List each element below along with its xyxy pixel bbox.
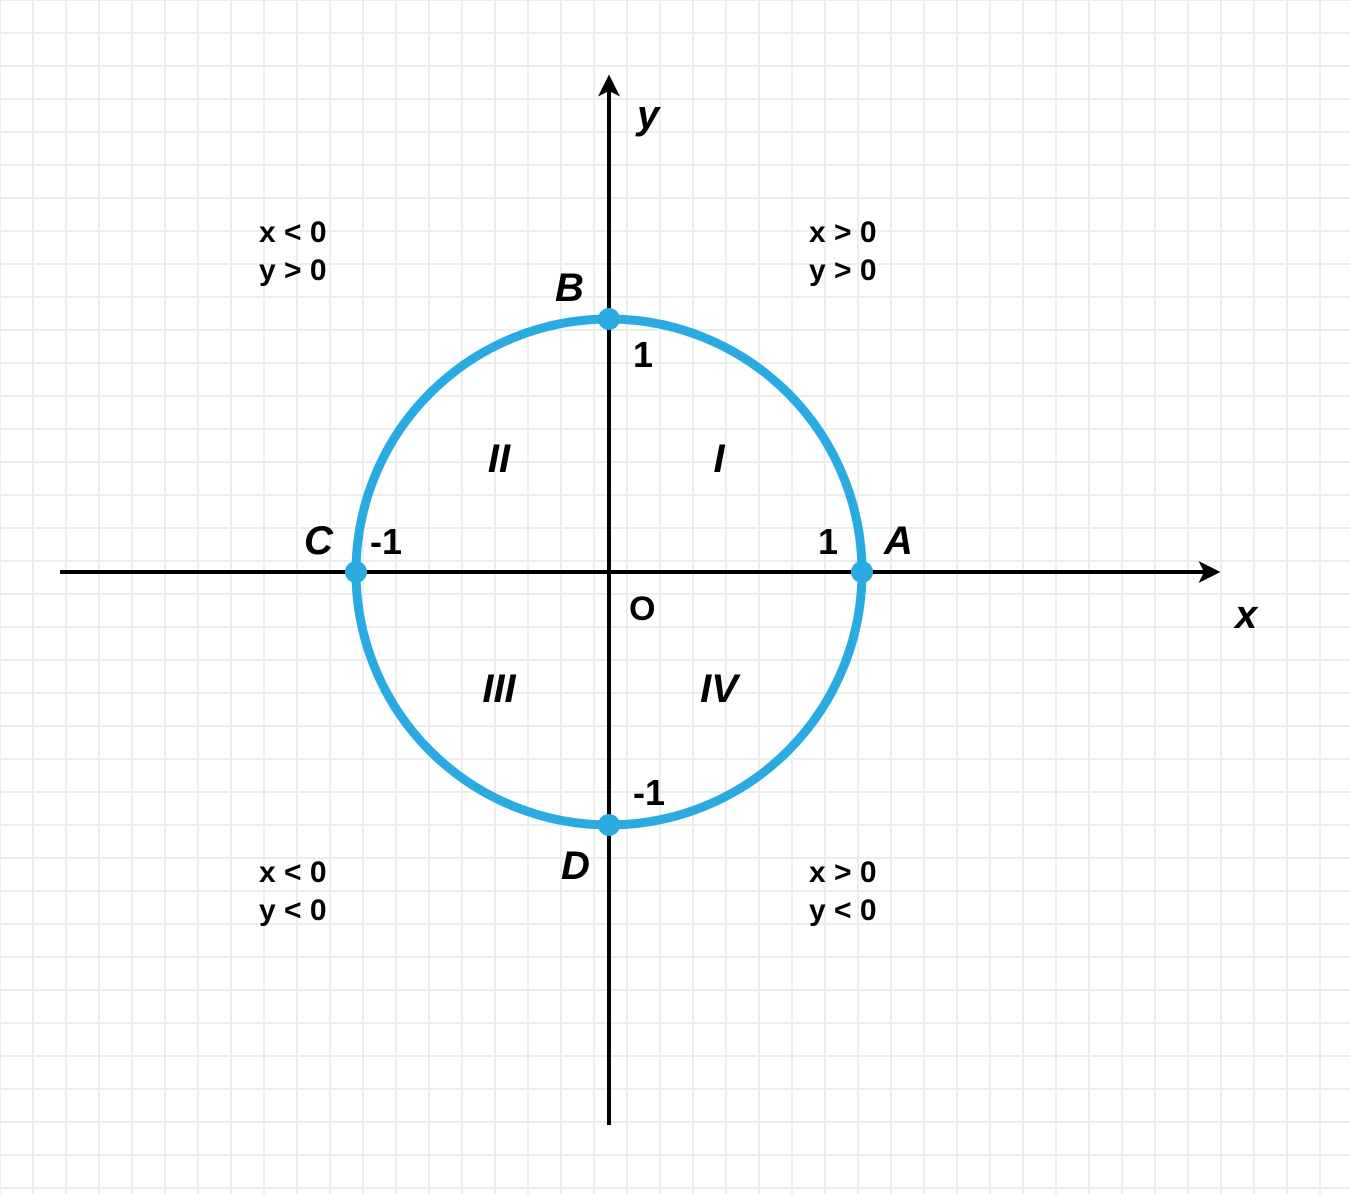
signs-q3-x: x < 0 (259, 856, 327, 889)
point-b-label: B (555, 266, 584, 310)
signs-q4-x: x > 0 (809, 856, 877, 889)
x-axis-label: x (1233, 593, 1259, 637)
origin-label: O (629, 590, 655, 628)
signs-q3-y: y < 0 (259, 894, 327, 927)
quadrant-i-label: I (713, 437, 725, 481)
point-d-label: D (561, 844, 590, 888)
signs-q4-y: y < 0 (809, 894, 877, 927)
point-a (851, 561, 873, 583)
signs-q2-y: y > 0 (259, 254, 327, 287)
quadrant-ii-label: II (488, 437, 511, 481)
point-d (598, 814, 620, 836)
tick-y-neg: -1 (633, 772, 665, 813)
point-b (598, 308, 620, 330)
background (0, 0, 1350, 1194)
point-c-label: C (304, 519, 334, 563)
point-c (345, 561, 367, 583)
y-axis-label: y (635, 93, 661, 137)
quadrant-iv-label: IV (700, 667, 741, 711)
tick-x-neg: -1 (370, 521, 402, 562)
tick-y-pos: 1 (633, 334, 653, 375)
signs-q1-x: x > 0 (809, 216, 877, 249)
tick-x-pos: 1 (818, 521, 838, 562)
signs-q1-y: y > 0 (809, 254, 877, 287)
signs-q2-x: x < 0 (259, 216, 327, 249)
point-a-label: A (883, 519, 913, 563)
quadrant-iii-label: III (482, 667, 516, 711)
